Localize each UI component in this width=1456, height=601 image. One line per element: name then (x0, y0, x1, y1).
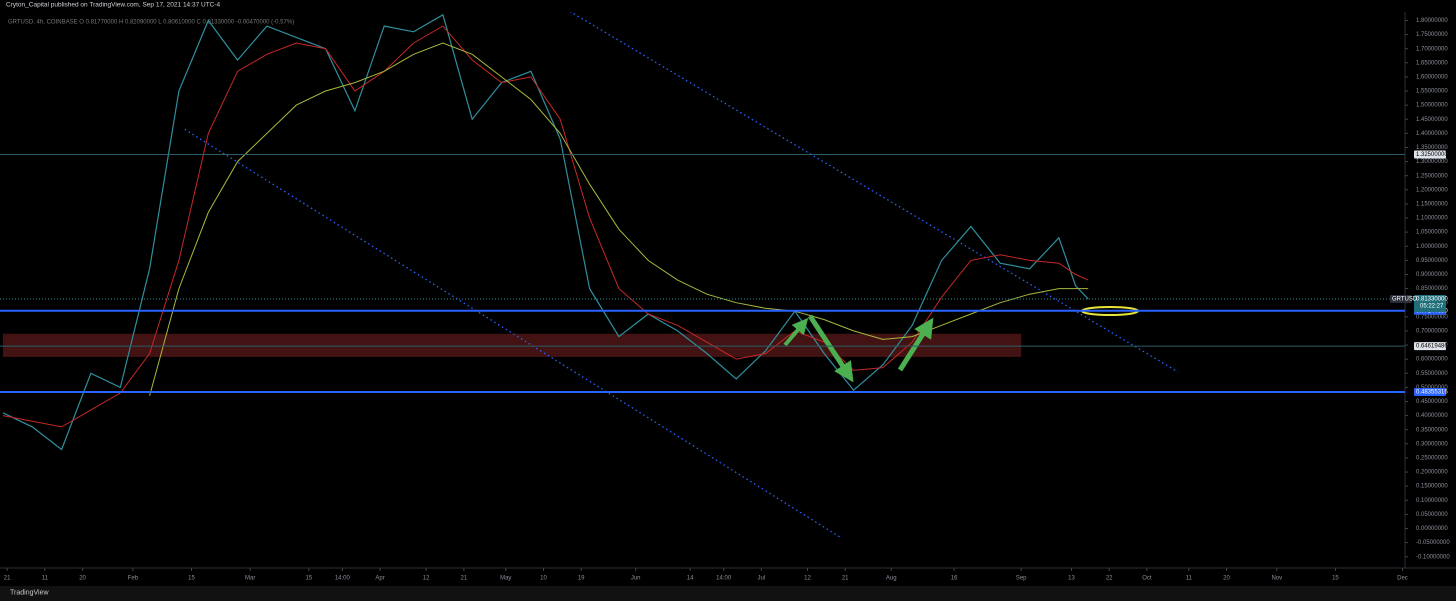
x-tick-label: 11 (1186, 576, 1193, 582)
x-tick-label: 19 (578, 576, 585, 582)
level-label: 1.32500000 (1416, 152, 1448, 158)
y-tick-label: 1.75000000 (1416, 32, 1448, 38)
publisher: Cryton_Capital published on TradingView.… (6, 2, 221, 9)
x-tick-label: 14:00 (335, 576, 351, 582)
y-tick-label: 0.05000000 (1416, 512, 1448, 518)
x-tick-label: Jun (631, 576, 641, 582)
x-tick-label: Oct (1142, 576, 1152, 582)
x-tick-label: 14:00 (716, 576, 732, 582)
x-tick-label: 12 (804, 576, 811, 582)
arrow (807, 314, 854, 383)
y-tick-label: -0.10000000 (1416, 554, 1450, 560)
last-price-label: 0.81330000 (1416, 297, 1448, 303)
countdown: 05:22:27 (1420, 304, 1444, 310)
y-tick-label: 0.85000000 (1416, 286, 1448, 292)
x-tick-label: Feb (128, 576, 139, 582)
y-tick-label: 1.55000000 (1416, 89, 1448, 95)
y-tick-label: 0.00000000 (1416, 526, 1448, 532)
level-label-box (1414, 342, 1446, 351)
x-tick-label: May (500, 576, 511, 582)
level-label-box (1414, 388, 1446, 397)
x-tick-label: Dec (1397, 576, 1408, 582)
y-tick-label: 0.75000000 (1416, 314, 1448, 320)
symbol-box (1390, 294, 1412, 303)
y-tick-label: 0.70000000 (1416, 329, 1448, 335)
x-tick-label: 11 (42, 576, 49, 582)
series-line (149, 42, 1089, 396)
level-label-box (1414, 150, 1446, 159)
x-tick-label: Apr (375, 576, 384, 582)
x-tick-label: 15 (305, 576, 312, 582)
x-tick-label: 22 (1106, 576, 1113, 582)
x-tick-label: 16 (951, 576, 958, 582)
y-tick-label: 1.80000000 (1416, 18, 1448, 24)
series-line (2, 13, 1089, 451)
y-tick-label: 0.45000000 (1416, 399, 1448, 405)
y-tick-label: 1.20000000 (1416, 187, 1448, 193)
y-tick-label: 0.35000000 (1416, 427, 1448, 433)
x-tick-label: 20 (79, 576, 86, 582)
x-tick-label: 21 (461, 576, 468, 582)
y-tick-label: 1.25000000 (1416, 173, 1448, 179)
x-tick-label: 21 (4, 576, 11, 582)
y-tick-label: 1.30000000 (1416, 159, 1448, 165)
x-tick-label: 13 (1068, 576, 1075, 582)
y-tick-label: 1.40000000 (1416, 131, 1448, 137)
symbol-line: GRTUSD, 4h, COINBASE O 0.81770000 H 0.82… (8, 20, 294, 26)
y-tick-label: 0.90000000 (1416, 272, 1448, 278)
level-label: 0.64619486 (1416, 344, 1448, 350)
y-tick-label: 0.25000000 (1416, 456, 1448, 462)
y-tick-label: 0.15000000 (1416, 484, 1448, 490)
x-tick-label: 20 (1223, 576, 1230, 582)
y-tick-label: 0.50000000 (1416, 385, 1448, 391)
arrow (897, 317, 934, 372)
zone (2, 333, 1022, 357)
y-tick-label: 1.35000000 (1416, 145, 1448, 151)
x-tick-label: 15 (1332, 576, 1339, 582)
x-tick-label: Sep (1016, 576, 1027, 582)
brand: TradingView (10, 589, 49, 596)
y-tick-label: 1.65000000 (1416, 60, 1448, 66)
y-tick-label: 0.10000000 (1416, 498, 1448, 504)
y-tick-label: 1.10000000 (1416, 216, 1448, 222)
y-tick-label: 0.60000000 (1416, 357, 1448, 363)
y-tick-label: 0.95000000 (1416, 258, 1448, 264)
symbol-label: GRTUSD (1392, 297, 1418, 303)
x-tick-label: Aug (886, 576, 897, 582)
last-price-box (1414, 294, 1446, 312)
x-tick-label: 12 (423, 576, 430, 582)
y-tick-label: 0.20000000 (1416, 470, 1448, 476)
level-label: 0.48355316 (1416, 390, 1448, 396)
x-tick-label: 10 (540, 576, 547, 582)
y-tick-label: 1.45000000 (1416, 117, 1448, 123)
arrow (783, 317, 809, 347)
y-tick-label: 0.55000000 (1416, 371, 1448, 377)
x-tick-label: Jul (758, 576, 766, 582)
trend-line (569, 12, 1179, 373)
x-tick-label: Nov (1271, 576, 1282, 582)
x-tick-label: 21 (842, 576, 849, 582)
y-tick-label: 1.70000000 (1416, 46, 1448, 52)
y-tick-label: 1.50000000 (1416, 103, 1448, 109)
y-tick-label: 0.30000000 (1416, 441, 1448, 447)
y-tick-label: 0.40000000 (1416, 413, 1448, 419)
y-tick-label: 1.05000000 (1416, 230, 1448, 236)
x-tick-label: Mar (245, 576, 255, 582)
y-tick-label: 1.15000000 (1416, 201, 1448, 207)
x-tick-label: 14 (687, 576, 694, 582)
footer-bar (0, 586, 1456, 601)
y-tick-label: -0.05000000 (1416, 540, 1450, 546)
plot (0, 12, 1405, 538)
y-tick-label: 1.60000000 (1416, 74, 1448, 80)
y-tick-label: 1.00000000 (1416, 244, 1448, 250)
series-line (2, 25, 1089, 428)
x-tick-label: 15 (188, 576, 195, 582)
